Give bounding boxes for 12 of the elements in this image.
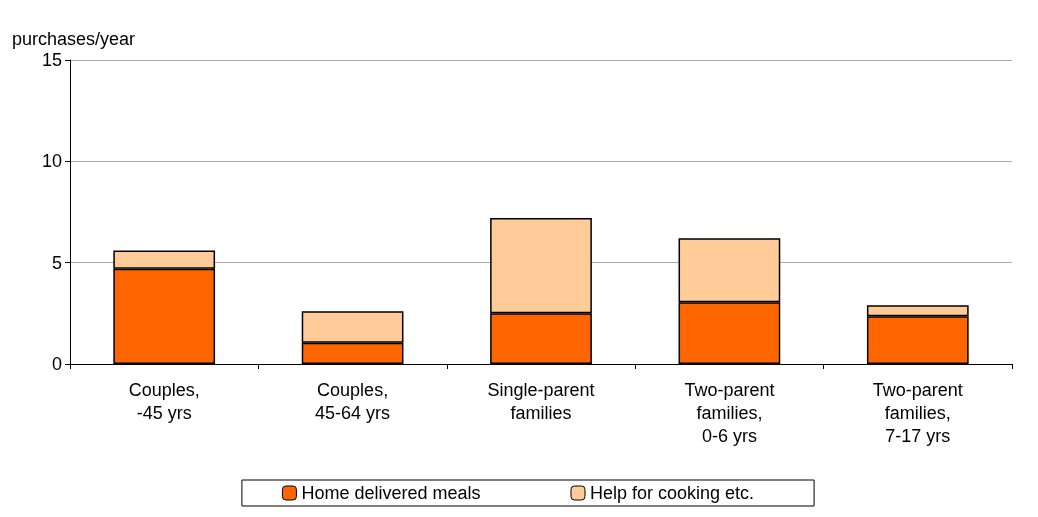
x-tick-label: Couples, 45-64 yrs: [315, 379, 391, 423]
y-tick-label: 10: [41, 151, 62, 172]
x-tick-label: Two-parent families, 7-17 yrs: [872, 379, 963, 446]
y-tick-label: 5: [51, 252, 62, 273]
y-tick-label: 0: [51, 354, 62, 374]
legend-label: Help for cooking etc.: [590, 483, 755, 503]
x-tick-label: Two-parent families, 0-6 yrs: [684, 379, 775, 446]
x-tick-label: Single-parent families: [487, 379, 595, 423]
y-tick-label: 15: [41, 50, 62, 70]
x-tick-label: Couples, -45 yrs: [128, 379, 200, 423]
legend-label: Home delivered meals: [301, 483, 481, 503]
y-axis-title: purchases/year: [12, 29, 136, 49]
